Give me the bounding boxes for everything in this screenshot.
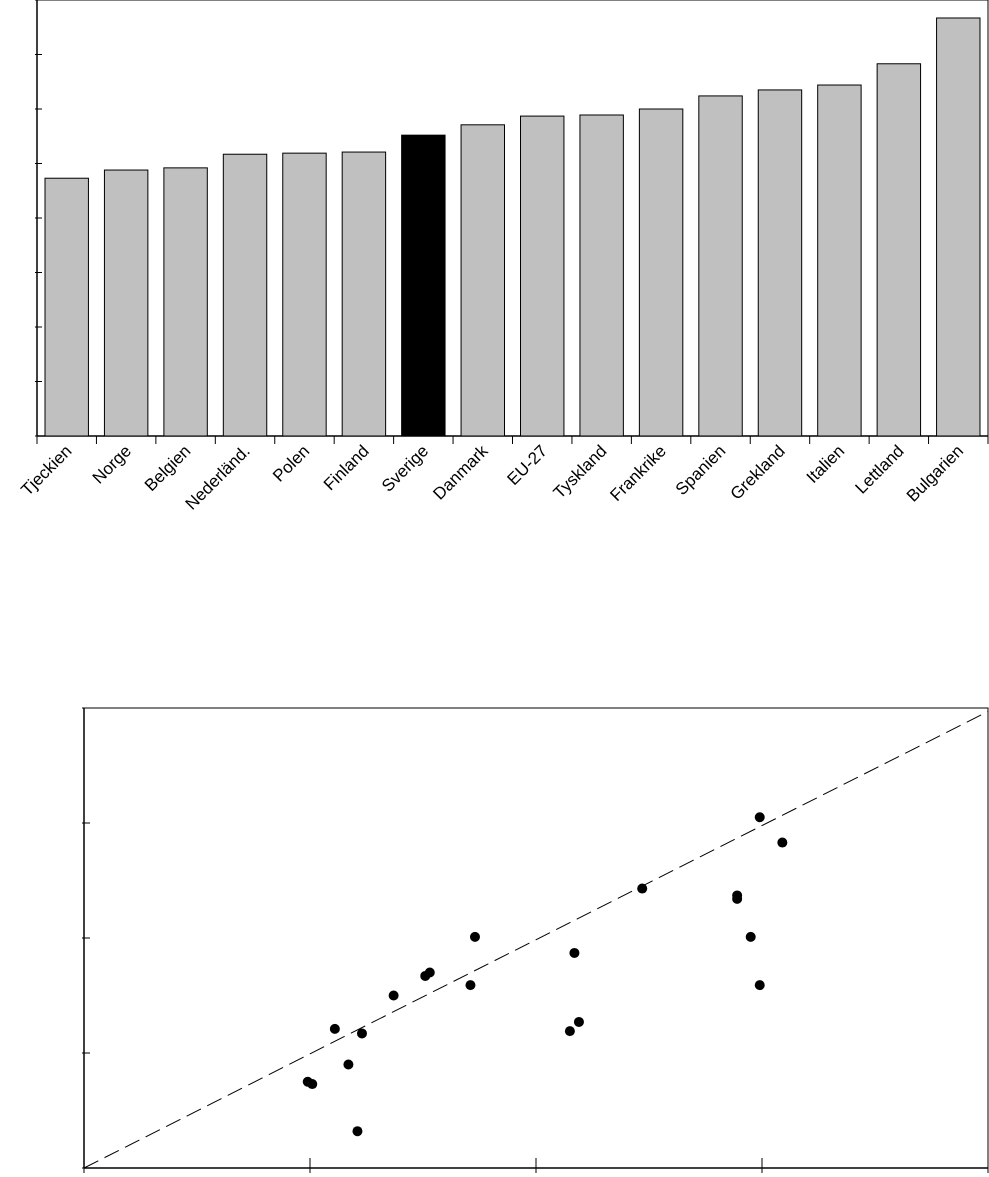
scatter-point [777,837,788,848]
scatter-chart [82,707,989,1173]
scatter-point [754,980,765,991]
bar-belgien [163,167,208,437]
x-tick-label: Spanien [672,441,730,499]
scatter-point [732,893,743,904]
x-tick-label: Frankrike [606,441,670,505]
x-tick-label: Sverige [378,441,432,495]
x-tick-label: Nederländ. [182,441,254,513]
scatter-point [637,883,648,894]
x-tick-label: Tjeckien [17,441,75,499]
bar-norge [103,169,149,437]
bar-polen [282,152,327,437]
x-tick-label: Danmark [429,441,492,504]
scatter-point [352,1126,363,1137]
x-tick-label: Lettland [851,441,907,497]
bar-sverige [401,134,446,437]
scatter-point [343,1059,354,1070]
scatter-point [356,1028,367,1039]
bar-danmark [460,124,505,437]
scatter-point [388,990,399,1001]
x-tick-label: Polen [269,441,313,485]
x-tick-label: EU-27 [504,441,552,489]
reference-line [83,711,989,1169]
bar-frankrike [638,108,684,437]
bar-lettland [876,63,922,437]
bar-spanien [698,95,743,437]
scatter-point [329,1023,340,1034]
bar-nederländ- [222,153,268,437]
scatter-point [573,1016,584,1027]
x-tick-label: Finland [320,441,373,494]
bar-finland [341,151,387,437]
x-tick-label: Bulgarien [903,441,967,505]
bar-grekland [757,89,803,437]
bar-tjeckien [44,177,89,437]
scatter-point [465,980,476,991]
scatter-point [424,967,435,978]
x-tick-label: Norge [89,441,135,487]
x-tick-label: Italien [803,441,849,487]
bar-tyskland [579,114,624,437]
scatter-point [564,1026,575,1037]
bar-italien [817,84,862,437]
x-tick-label: Grekland [727,441,789,503]
x-tick-label: Belgien [141,441,195,495]
bar-eu-27 [520,115,565,437]
scatter-point [569,947,580,958]
scatter-point [469,931,480,942]
scatter-point [307,1079,318,1090]
scatter-point [754,812,765,823]
scatter-point [745,931,756,942]
bar-bulgarien [936,17,981,437]
x-tick-label: Tyskland [550,441,611,502]
